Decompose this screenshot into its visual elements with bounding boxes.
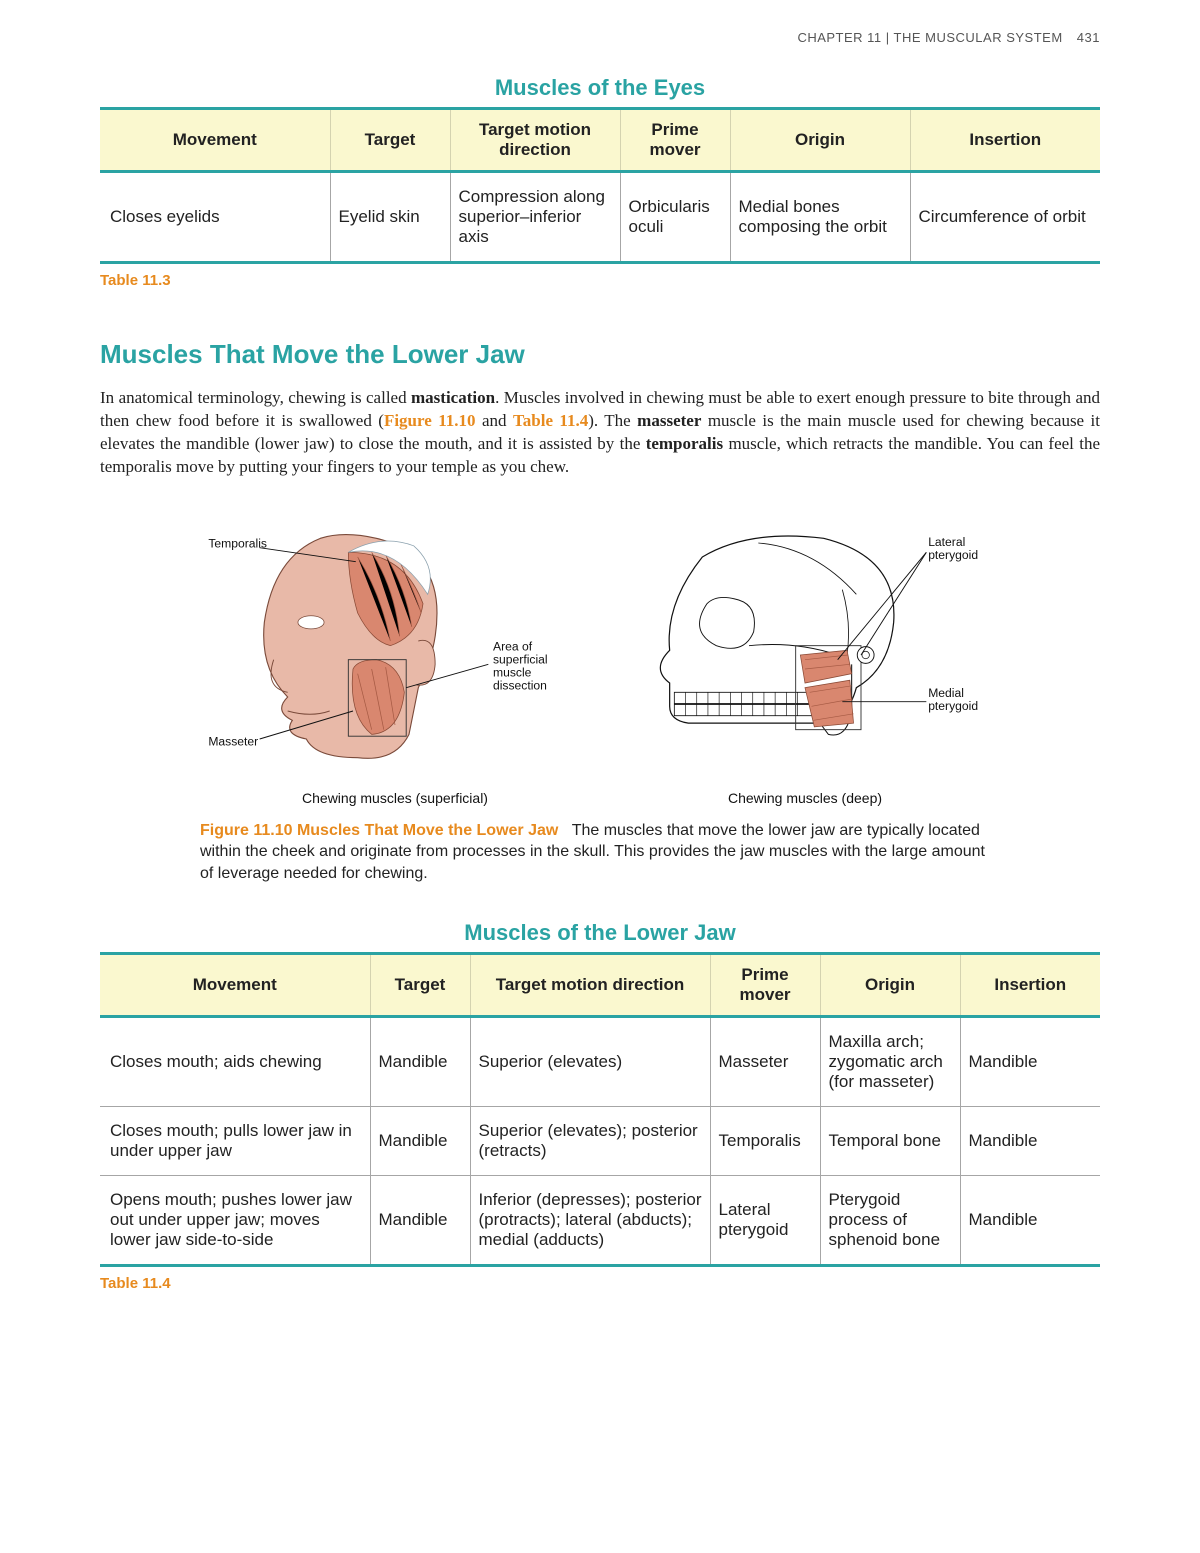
figure-row: Temporalis Masseter Area ofsuperficialmu…: [200, 501, 1000, 806]
table-cell: Superior (elevates); posterior (retracts…: [470, 1106, 710, 1175]
table-header: Target motion direction: [470, 953, 710, 1016]
table-header: Target: [330, 109, 450, 172]
lbl-lateral: Lateralpterygoid: [928, 535, 978, 562]
table-cell: Inferior (depresses); posterior (protrac…: [470, 1175, 710, 1265]
section-heading: Muscles That Move the Lower Jaw: [100, 339, 1100, 370]
table1-label: Table 11.3: [100, 272, 1100, 289]
table-cell: Orbicularis oculi: [620, 172, 730, 263]
lbl-area: Area ofsuperficialmuscledissection: [493, 639, 548, 692]
table-header: Origin: [820, 953, 960, 1016]
table-row: Closes mouth; aids chewingMandibleSuperi…: [100, 1016, 1100, 1106]
table1-title: Muscles of the Eyes: [100, 75, 1100, 101]
anatomy-deep-icon: Lateralpterygoid Medialpterygoid: [610, 501, 1000, 781]
table-cell: Mandible: [370, 1016, 470, 1106]
table-cell: Lateral pterygoid: [710, 1175, 820, 1265]
table-row: Closes mouth; pulls lower jaw in under u…: [100, 1106, 1100, 1175]
table-header: Prime mover: [620, 109, 730, 172]
table-cell: Medial bones composing the orbit: [730, 172, 910, 263]
table-header: Insertion: [960, 953, 1100, 1016]
p-seg: ). The: [588, 411, 637, 430]
running-header: CHAPTER 11 | THE MUSCULAR SYSTEM 431: [100, 30, 1100, 45]
figure-caption-lead: Figure 11.10 Muscles That Move the Lower…: [200, 822, 558, 839]
table2-title: Muscles of the Lower Jaw: [100, 920, 1100, 946]
table-cell: Maxilla arch; zygomatic arch (for masset…: [820, 1016, 960, 1106]
p-seg: and: [476, 411, 513, 430]
table-cell: Mandible: [370, 1175, 470, 1265]
table-cell: Eyelid skin: [330, 172, 450, 263]
table2: MovementTargetTarget motion directionPri…: [100, 952, 1100, 1267]
table-header: Insertion: [910, 109, 1100, 172]
section-paragraph: In anatomical terminology, chewing is ca…: [100, 387, 1100, 479]
figure-panel-right: Lateralpterygoid Medialpterygoid Chewing…: [610, 501, 1000, 806]
figure-caption: Figure 11.10 Muscles That Move the Lower…: [200, 820, 1000, 885]
table-header: Origin: [730, 109, 910, 172]
table-cell: Masseter: [710, 1016, 820, 1106]
table-cell: Closes mouth; pulls lower jaw in under u…: [100, 1106, 370, 1175]
p-seg: In anatomical terminology, chewing is ca…: [100, 388, 411, 407]
fig-right-sub: Chewing muscles (deep): [610, 790, 1000, 806]
table-cell: Closes eyelids: [100, 172, 330, 263]
table-cell: Superior (elevates): [470, 1016, 710, 1106]
table-header: Target motion direction: [450, 109, 620, 172]
table-cell: Temporalis: [710, 1106, 820, 1175]
table-cell: Mandible: [960, 1016, 1100, 1106]
lbl-temporalis: Temporalis: [208, 536, 267, 550]
table-cell: Opens mouth; pushes lower jaw out under …: [100, 1175, 370, 1265]
table-cell: Mandible: [370, 1106, 470, 1175]
table-header: Prime mover: [710, 953, 820, 1016]
table-ref: Table 11.4: [513, 411, 588, 430]
table-row: Opens mouth; pushes lower jaw out under …: [100, 1175, 1100, 1265]
table-cell: Circumference of orbit: [910, 172, 1100, 263]
textbook-page: CHAPTER 11 | THE MUSCULAR SYSTEM 431 Mus…: [0, 0, 1200, 1553]
table-row: Closes eyelidsEyelid skinCompression alo…: [100, 172, 1100, 263]
table-cell: Compression along superior–inferior axis: [450, 172, 620, 263]
figure-11-10: Temporalis Masseter Area ofsuperficialmu…: [200, 501, 1000, 885]
p-bold: mastication: [411, 388, 495, 407]
p-bold: masseter: [637, 411, 701, 430]
table-cell: Temporal bone: [820, 1106, 960, 1175]
figure-ref: Figure 11.10: [384, 411, 476, 430]
anatomy-superficial-icon: Temporalis Masseter Area ofsuperficialmu…: [200, 501, 590, 781]
table-header: Movement: [100, 953, 370, 1016]
table-header: Target: [370, 953, 470, 1016]
table2-label: Table 11.4: [100, 1275, 1100, 1292]
p-bold: temporalis: [646, 434, 723, 453]
fig-left-sub: Chewing muscles (superficial): [200, 790, 590, 806]
table-cell: Mandible: [960, 1175, 1100, 1265]
page-number: 431: [1077, 30, 1100, 45]
table-cell: Pterygoid process of sphenoid bone: [820, 1175, 960, 1265]
lbl-medial: Medialpterygoid: [928, 686, 978, 713]
table-header: Movement: [100, 109, 330, 172]
table1: MovementTargetTarget motion directionPri…: [100, 107, 1100, 264]
figure-panel-left: Temporalis Masseter Area ofsuperficialmu…: [200, 501, 590, 806]
chapter-label: CHAPTER 11 | THE MUSCULAR SYSTEM: [797, 30, 1062, 45]
lbl-masseter: Masseter: [208, 734, 258, 748]
table-cell: Closes mouth; aids chewing: [100, 1016, 370, 1106]
table-cell: Mandible: [960, 1106, 1100, 1175]
